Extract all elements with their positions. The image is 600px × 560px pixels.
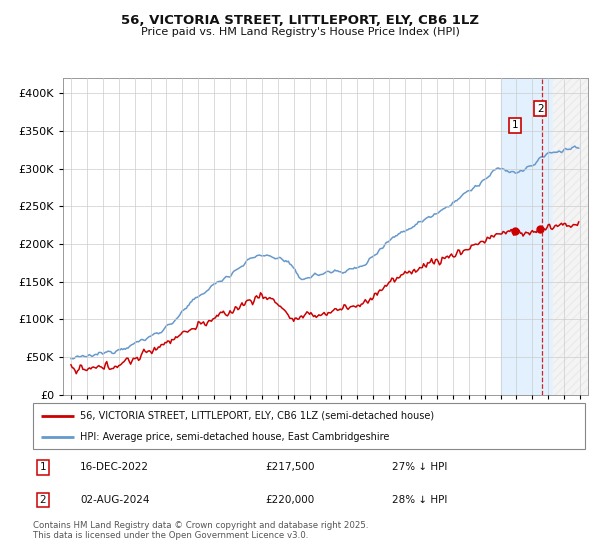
Bar [553, 78, 588, 395]
Text: 16-DEC-2022: 16-DEC-2022 [80, 463, 149, 472]
Text: HPI: Average price, semi-detached house, East Cambridgeshire: HPI: Average price, semi-detached house,… [80, 432, 389, 442]
Text: 02-AUG-2024: 02-AUG-2024 [80, 495, 149, 505]
Text: Contains HM Land Registry data © Crown copyright and database right 2025.
This d: Contains HM Land Registry data © Crown c… [33, 521, 368, 540]
FancyBboxPatch shape [33, 403, 585, 449]
Bar [553, 78, 588, 395]
Text: £217,500: £217,500 [265, 463, 314, 472]
Text: 2: 2 [537, 104, 544, 114]
Text: 1: 1 [512, 120, 518, 130]
Bar [500, 78, 553, 395]
Text: Price paid vs. HM Land Registry's House Price Index (HPI): Price paid vs. HM Land Registry's House … [140, 27, 460, 37]
Text: 56, VICTORIA STREET, LITTLEPORT, ELY, CB6 1LZ: 56, VICTORIA STREET, LITTLEPORT, ELY, CB… [121, 14, 479, 27]
Text: 1: 1 [40, 463, 46, 472]
Text: 2: 2 [40, 495, 46, 505]
Text: £220,000: £220,000 [265, 495, 314, 505]
Text: 56, VICTORIA STREET, LITTLEPORT, ELY, CB6 1LZ (semi-detached house): 56, VICTORIA STREET, LITTLEPORT, ELY, CB… [80, 410, 434, 421]
Text: 27% ↓ HPI: 27% ↓ HPI [392, 463, 447, 472]
Text: 28% ↓ HPI: 28% ↓ HPI [392, 495, 447, 505]
